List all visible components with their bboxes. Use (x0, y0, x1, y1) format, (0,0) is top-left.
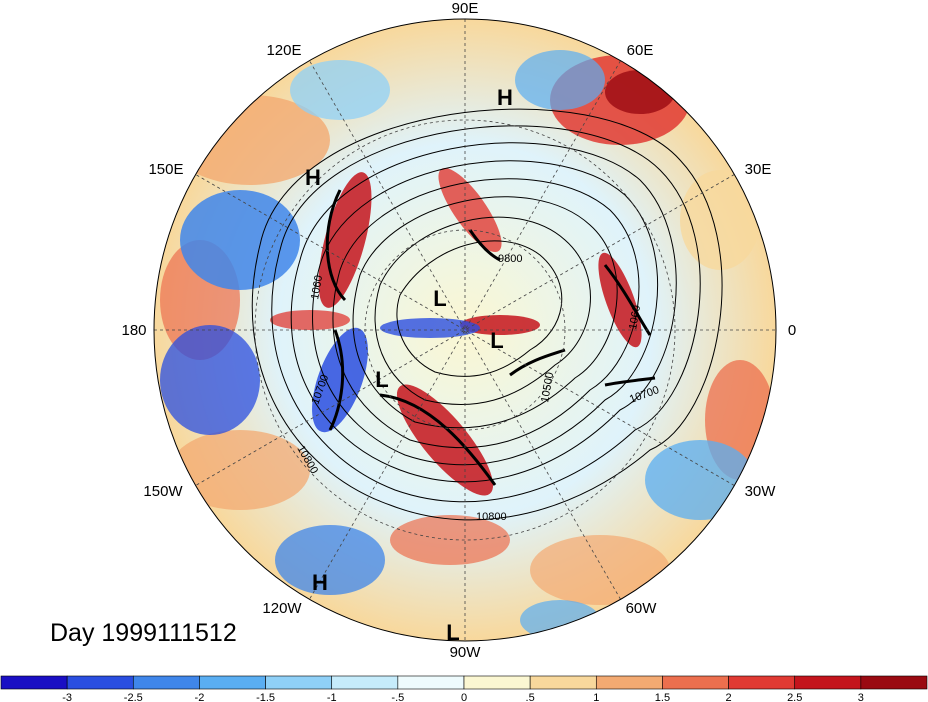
lon-label-150w: 150W (143, 483, 183, 500)
colorbar-swatch (265, 675, 333, 690)
lon-label-0: 0 (788, 322, 796, 339)
longitude-labels: 90E 60E 30E 0 30W 60W 90W 120W 150W 180 … (121, 0, 796, 661)
low-marker: L (375, 367, 388, 392)
lon-label-90w: 90W (450, 644, 482, 661)
contour-label: 1060 (309, 274, 325, 300)
graticule (154, 19, 776, 641)
low-marker: L (490, 328, 503, 353)
lon-label-30e: 30E (745, 161, 772, 178)
colorbar-tick-label: -.5 (391, 692, 404, 702)
lon-label-120e: 120E (266, 42, 301, 59)
colorbar-tick-label: .5 (526, 692, 535, 702)
lon-label-30w: 30W (745, 483, 777, 500)
colorbar-swatch (397, 675, 465, 690)
colorbar-swatch (199, 675, 266, 690)
colorbar-swatch (331, 675, 399, 690)
colorbar-tick-label: 3 (858, 692, 864, 702)
colorbar-tick-label: -3 (62, 692, 72, 702)
colorbar-tick-label: 1 (593, 692, 599, 702)
colorbar-swatch (662, 675, 729, 690)
contour-label: 9800 (498, 253, 522, 265)
contour-label: 1060 (627, 304, 643, 330)
colorbar-swatch (794, 675, 862, 690)
lon-label-150e: 150E (148, 161, 183, 178)
colorbar-swatch (529, 675, 597, 690)
anomaly-field (154, 19, 776, 641)
colorbar-tick-label: -1.5 (256, 692, 275, 702)
contour-label: 10800 (476, 511, 507, 523)
colorbar-swatch (0, 675, 68, 690)
colorbar-tick-label: 1.5 (655, 692, 670, 702)
high-marker: H (305, 165, 321, 190)
colorbar-tick-label: -1 (327, 692, 337, 702)
contour-label: 10500 (539, 371, 556, 403)
colorbar-tick-label: 2 (726, 692, 732, 702)
height-contours (251, 108, 723, 521)
colorbar-tick-label: -2.5 (124, 692, 143, 702)
lon-label-60w: 60W (626, 600, 658, 617)
colorbar-swatch (595, 675, 663, 690)
colorbar-swatch (728, 675, 796, 690)
date-title: Day 1999111512 (50, 619, 237, 647)
lon-label-90e: 90E (452, 0, 479, 17)
colorbar-swatch (860, 675, 928, 690)
high-marker: H (497, 85, 513, 110)
colorbar-tick-label: -2 (195, 692, 205, 702)
colorbar-swatch (66, 675, 134, 690)
colorbar-swatch (132, 675, 200, 690)
colorbar-tick-label: 0 (461, 692, 467, 702)
high-marker: H (312, 570, 328, 595)
pressure-systems: H H H L L L L (305, 85, 513, 645)
lon-label-60e: 60E (627, 42, 654, 59)
colorbar-swatch (463, 675, 531, 690)
colorbar: -3 -2.5 -2 -1.5 -1 -.5 0 .5 1 1.5 2 2.5 3 (0, 675, 928, 702)
low-marker: L (433, 286, 446, 311)
colorbar-tick-label: 2.5 (787, 692, 802, 702)
lon-label-120w: 120W (262, 600, 302, 617)
low-marker: L (446, 620, 459, 645)
map-boundary (153, 18, 777, 642)
lon-label-180: 180 (121, 322, 146, 339)
